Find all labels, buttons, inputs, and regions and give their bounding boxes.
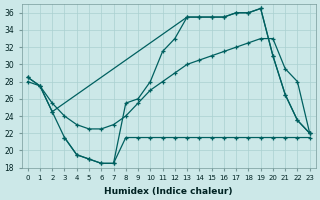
X-axis label: Humidex (Indice chaleur): Humidex (Indice chaleur) [104,187,233,196]
